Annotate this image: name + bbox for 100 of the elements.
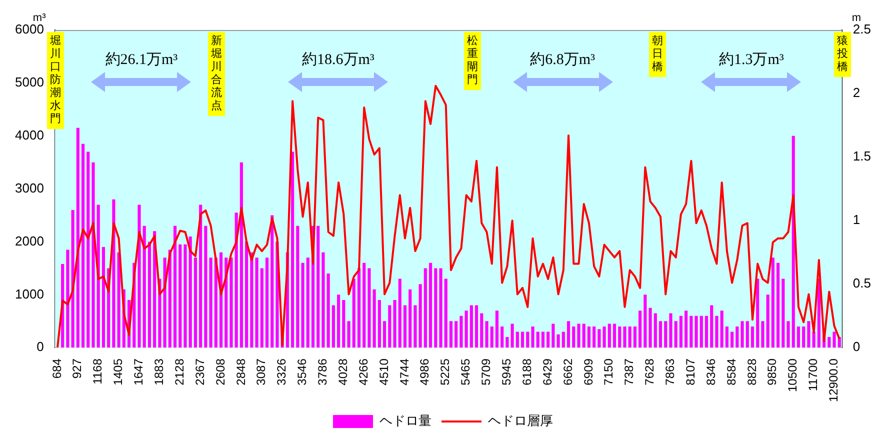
bar: [812, 332, 816, 348]
x-tick-label: 8107: [683, 358, 698, 386]
bar: [796, 326, 800, 348]
bar: [510, 324, 514, 348]
x-tick-label: 12900.0: [826, 358, 841, 402]
x-tick-label: 6188: [520, 358, 534, 386]
x-tick-label: 1647: [132, 358, 146, 386]
bar: [700, 316, 703, 348]
bar: [234, 212, 238, 348]
bar: [464, 310, 468, 348]
bar: [86, 152, 90, 348]
bar: [184, 244, 187, 348]
bar: [92, 162, 95, 348]
x-tick-label: 3786: [316, 358, 330, 386]
x-tick-label: 5709: [479, 358, 494, 386]
bar: [771, 258, 774, 348]
bar: [102, 247, 106, 348]
bar: [424, 268, 427, 348]
bar: [306, 258, 310, 348]
y2-tick-label: 2.5: [852, 22, 872, 37]
bar: [378, 300, 381, 348]
bar: [679, 316, 682, 348]
y2-axis-title: m: [852, 12, 862, 24]
bar: [316, 226, 320, 348]
x-tick-label: 7863: [663, 358, 678, 386]
bar: [756, 278, 760, 348]
bar: [66, 250, 70, 348]
x-tick-label: 4028: [336, 358, 350, 386]
bar: [766, 294, 770, 348]
bar: [142, 226, 146, 348]
bar: [414, 305, 417, 348]
bar: [230, 258, 233, 348]
x-tick-label: 927: [70, 358, 84, 379]
x-tick-label: 1168: [90, 358, 105, 384]
bar: [291, 152, 294, 348]
bar: [148, 242, 151, 348]
signboard: 松重閘門: [464, 32, 481, 90]
bar: [730, 332, 734, 348]
bar: [638, 310, 642, 348]
bar: [460, 316, 463, 348]
bar: [715, 316, 718, 348]
signboard: 新堀川合流点: [208, 32, 226, 116]
bar: [490, 326, 494, 348]
x-tick-label: 4510: [376, 358, 391, 386]
bar: [828, 337, 831, 348]
x-tick-label: 684: [50, 358, 64, 379]
annotation: 約18.6万m³: [301, 51, 376, 69]
bar: [250, 252, 254, 348]
annotation: 約6.8万m³: [529, 51, 596, 69]
bar: [516, 332, 519, 348]
bar: [71, 210, 74, 348]
bar: [296, 226, 300, 348]
bar: [786, 321, 790, 348]
x-tick-label: 1883: [152, 358, 166, 386]
bar: [582, 324, 586, 348]
bar: [326, 274, 330, 348]
x-tick-label: 1405: [111, 358, 126, 386]
bar: [782, 278, 785, 348]
bar: [658, 321, 662, 348]
x-tick-label: 4744: [397, 358, 412, 386]
annotation: 約1.3万m³: [718, 51, 785, 69]
bar: [710, 305, 714, 348]
bar: [337, 294, 340, 348]
bar: [761, 321, 764, 348]
bar: [372, 289, 376, 348]
bar: [802, 326, 806, 348]
x-tick-label: 6662: [560, 358, 575, 386]
bar: [654, 313, 657, 348]
y-tick-label: 0: [36, 339, 44, 354]
bar: [633, 326, 636, 348]
bar: [556, 334, 560, 348]
y2-tick-label: 1: [852, 212, 860, 228]
bar: [418, 284, 422, 348]
bar: [541, 332, 544, 348]
bar: [598, 329, 601, 348]
bar: [383, 321, 386, 348]
bar: [552, 324, 555, 348]
x-tick-label: 5465: [458, 358, 473, 386]
bar: [495, 310, 499, 348]
x-tick-label: 2608: [213, 358, 228, 386]
bar: [347, 321, 350, 348]
bar: [204, 226, 208, 348]
x-tick-label: 4986: [418, 358, 432, 386]
bar: [76, 128, 80, 348]
bar: [444, 278, 448, 348]
bar: [194, 258, 197, 348]
bar: [618, 326, 622, 348]
x-tick-label: 2128: [172, 358, 186, 386]
bar: [403, 305, 407, 348]
x-tick-label: 9850: [765, 358, 780, 386]
x-tick-label: 11700: [806, 358, 820, 392]
bar: [352, 278, 356, 348]
bar: [546, 332, 550, 348]
bar: [669, 313, 672, 348]
x-tick-label: 4266: [356, 358, 370, 386]
bar: [96, 204, 100, 348]
bar: [388, 305, 392, 348]
bar: [566, 321, 570, 348]
bar: [434, 268, 438, 348]
bar: [322, 252, 325, 348]
